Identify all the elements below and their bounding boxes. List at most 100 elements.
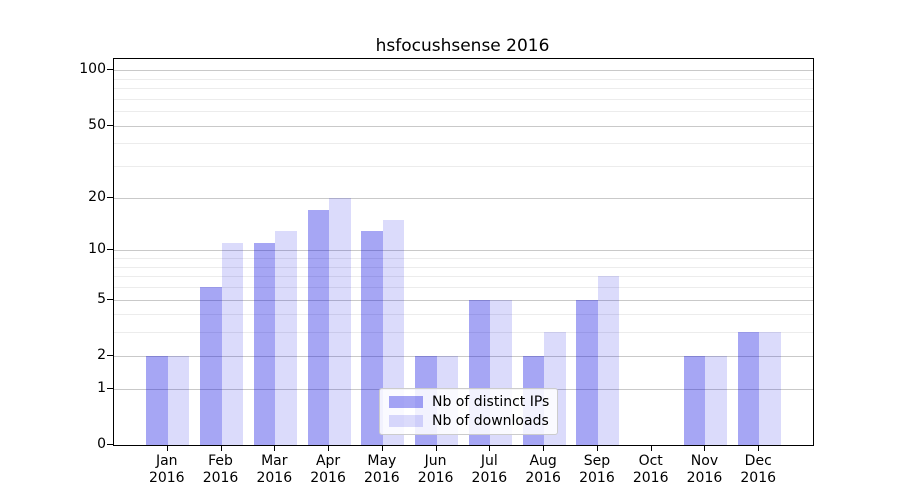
x-tick-label: Mar 2016 [244, 453, 304, 487]
x-tick-year: 2016 [202, 470, 239, 486]
y-minor-gridline [114, 98, 813, 100]
y-major-gridline [114, 250, 813, 252]
y-minor-gridline [114, 78, 813, 80]
bar-downloads [275, 230, 297, 445]
bar-distinct-ips [737, 332, 760, 445]
x-tick-label: Jan 2016 [137, 453, 197, 487]
bar-downloads [597, 276, 620, 445]
bar-distinct-ips [361, 230, 383, 445]
bar-downloads [221, 243, 244, 445]
x-tick-mark [596, 445, 598, 451]
y-tick-label: 0 [97, 436, 106, 452]
bar-distinct-ips [200, 286, 222, 445]
x-tick-mark [220, 445, 222, 451]
y-major-gridline [114, 299, 813, 301]
x-tick-month: Apr [315, 453, 341, 469]
y-minor-gridline [114, 266, 813, 268]
y-minor-gridline [114, 258, 813, 260]
y-minor-gridline [114, 314, 813, 316]
x-tick-month: Nov [690, 453, 719, 469]
x-tick-label: Apr 2016 [298, 453, 358, 487]
x-tick-month: Feb [208, 453, 233, 469]
y-major-gridline [114, 355, 813, 357]
y-tick-mark [107, 124, 113, 126]
legend-swatch-downloads [389, 415, 423, 427]
x-tick-mark [166, 445, 168, 451]
bar-downloads [705, 355, 727, 445]
y-tick-mark [107, 298, 113, 300]
x-tick-mark [704, 445, 706, 451]
legend-row-distinct-ips: Nb of distinct IPs [389, 394, 549, 410]
x-tick-year: 2016 [525, 470, 561, 486]
y-tick-mark [107, 196, 113, 198]
x-tick-month: Jun [424, 453, 447, 469]
x-tick-label: Aug 2016 [513, 453, 573, 487]
x-tick-month: Aug [529, 453, 557, 469]
y-minor-gridline [114, 166, 813, 168]
y-major-gridline [114, 70, 813, 72]
x-tick-year: 2016 [471, 470, 508, 486]
bar-distinct-ips [253, 243, 276, 445]
x-tick-label: Jul 2016 [459, 453, 519, 487]
x-tick-label: Jun 2016 [406, 453, 466, 487]
x-tick-year: 2016 [417, 470, 454, 486]
x-tick-label: Sep 2016 [567, 453, 627, 487]
x-tick-year: 2016 [740, 470, 777, 486]
x-tick-year: 2016 [148, 470, 185, 486]
chart-title: hsfocushsense 2016 [375, 36, 550, 56]
legend-row-downloads: Nb of downloads [389, 413, 549, 429]
y-tick-label: 1 [97, 379, 106, 396]
x-tick-label: Nov 2016 [674, 453, 734, 487]
y-tick-mark [107, 444, 113, 445]
bar-distinct-ips [576, 299, 598, 445]
x-tick-year: 2016 [686, 470, 723, 486]
y-major-gridline [114, 197, 813, 199]
x-tick-mark [381, 445, 383, 451]
legend-swatch-distinct-ips [389, 396, 423, 408]
x-tick-month: Jul [480, 453, 498, 469]
x-tick-mark [543, 445, 545, 451]
x-tick-mark [489, 445, 491, 451]
y-tick-mark [107, 387, 113, 389]
plot-area [113, 58, 814, 446]
x-tick-month: Sep [583, 453, 611, 469]
y-minor-gridline [114, 111, 813, 113]
x-tick-year: 2016 [579, 470, 615, 486]
bar-distinct-ips [683, 355, 706, 445]
y-minor-gridline [114, 286, 813, 288]
x-tick-label: Dec 2016 [728, 453, 788, 487]
bar-downloads [167, 355, 190, 445]
x-tick-year: 2016 [364, 470, 400, 486]
x-tick-month: Oct [638, 453, 663, 469]
x-tick-month: Jan [155, 453, 178, 469]
y-tick-mark [107, 354, 113, 356]
y-tick-label: 100 [79, 61, 106, 78]
y-minor-gridline [114, 276, 813, 278]
y-minor-gridline [114, 88, 813, 90]
x-tick-year: 2016 [256, 470, 293, 486]
legend-label-downloads: Nb of downloads [432, 413, 549, 429]
x-tick-year: 2016 [310, 470, 346, 486]
y-tick-label: 20 [88, 188, 106, 205]
x-tick-label: Oct 2016 [621, 453, 681, 487]
x-tick-mark [758, 445, 760, 451]
legend-label-distinct-ips: Nb of distinct IPs [432, 394, 550, 410]
y-tick-label: 50 [88, 116, 106, 133]
y-tick-mark [107, 69, 113, 71]
x-tick-month: May [367, 453, 397, 469]
legend: Nb of distinct IPs Nb of downloads [379, 388, 559, 435]
y-major-gridline [114, 125, 813, 127]
x-tick-label: May 2016 [352, 453, 412, 487]
bar-distinct-ips [146, 355, 168, 445]
bar-downloads [329, 197, 351, 445]
x-tick-month: Dec [744, 453, 772, 469]
x-tick-mark [274, 445, 276, 451]
x-tick-label: Feb 2016 [191, 453, 251, 487]
y-tick-label: 5 [97, 290, 106, 307]
x-tick-mark [328, 445, 330, 451]
y-tick-label: 2 [97, 346, 106, 363]
x-tick-mark [650, 445, 652, 451]
y-minor-gridline [114, 143, 813, 145]
bar-distinct-ips [307, 210, 330, 445]
